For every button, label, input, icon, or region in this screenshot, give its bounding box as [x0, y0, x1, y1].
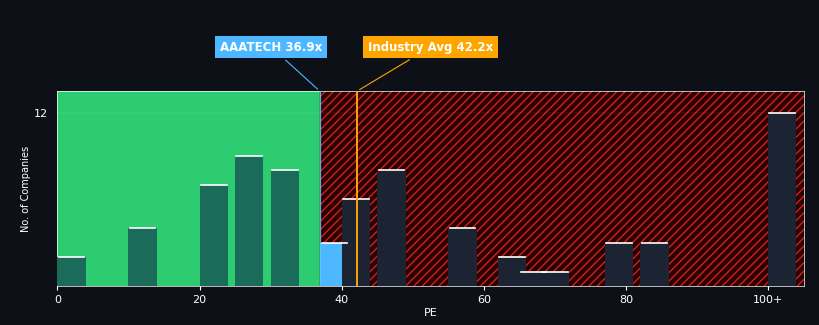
Bar: [270, 170, 299, 286]
Bar: [235, 156, 263, 286]
Bar: [767, 113, 795, 286]
Bar: [448, 228, 476, 286]
Bar: [640, 243, 667, 286]
Text: Industry Avg 42.2x: Industry Avg 42.2x: [360, 41, 492, 90]
Bar: [199, 185, 228, 286]
Bar: [129, 228, 156, 286]
Bar: [342, 199, 369, 286]
Bar: [320, 243, 348, 286]
Y-axis label: No. of Companies: No. of Companies: [21, 146, 31, 231]
Bar: [604, 243, 632, 286]
Bar: [57, 19, 319, 286]
Bar: [57, 257, 86, 286]
Text: AAATECH 36.9x: AAATECH 36.9x: [219, 41, 322, 89]
Bar: [540, 272, 568, 286]
Bar: [518, 272, 547, 286]
Bar: [497, 257, 526, 286]
Bar: [377, 170, 405, 286]
X-axis label: PE: PE: [423, 308, 437, 318]
